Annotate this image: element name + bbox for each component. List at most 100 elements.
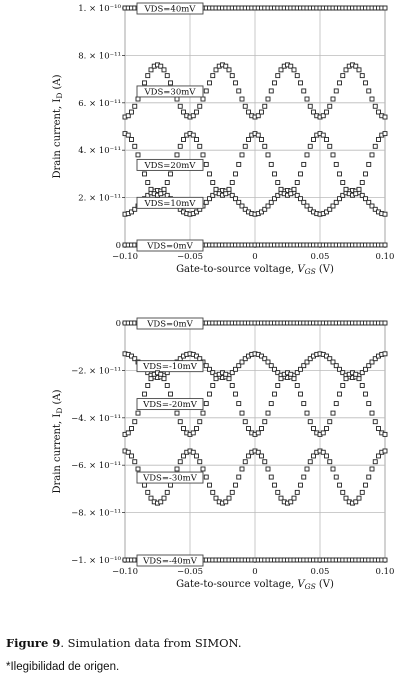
x-tick-label: 0	[252, 567, 257, 577]
data-point	[203, 401, 209, 407]
data-point	[366, 88, 372, 94]
data-point	[369, 359, 375, 365]
data-point	[197, 143, 203, 149]
data-point	[207, 80, 212, 86]
data-point	[337, 171, 342, 177]
data-point	[213, 376, 219, 382]
data-point	[369, 466, 375, 472]
data-point	[255, 132, 261, 138]
data-point	[353, 371, 359, 377]
data-point	[376, 453, 381, 459]
y-tick-label: 0	[116, 319, 121, 329]
data-point	[294, 370, 300, 376]
data-point	[376, 109, 381, 115]
data-point	[340, 73, 346, 79]
data-point	[311, 109, 316, 115]
data-point	[129, 426, 134, 431]
data-point	[200, 410, 206, 416]
data-point	[333, 363, 339, 369]
data-point	[148, 376, 154, 382]
data-point	[369, 96, 375, 102]
data-point	[194, 353, 199, 359]
data-point	[268, 88, 274, 94]
y-tick-label: −2. × 10⁻¹¹	[71, 366, 121, 376]
data-point	[259, 453, 264, 459]
data-point	[181, 137, 186, 142]
data-point	[236, 363, 242, 369]
chart-top: −0.10 −0.05 0 0.05 0.10 0 2. × 10⁻¹¹ 4. × 10⁻¹¹…	[52, 2, 395, 276]
data-point	[320, 430, 326, 436]
data-point	[161, 67, 167, 73]
data-point	[194, 137, 199, 142]
data-point	[301, 474, 307, 480]
data-point	[239, 359, 245, 365]
data-point	[262, 103, 268, 109]
data-point	[327, 459, 333, 465]
data-point	[333, 88, 339, 94]
data-point	[125, 132, 131, 138]
data-point	[268, 161, 274, 167]
data-point	[236, 199, 242, 205]
data-point	[288, 499, 294, 505]
data-point	[327, 419, 333, 425]
data-point	[242, 143, 248, 149]
data-point	[298, 171, 303, 177]
data-point	[343, 376, 349, 382]
data-point	[145, 180, 151, 185]
data-point	[337, 196, 342, 202]
series-label: VDS=10mV	[144, 199, 197, 209]
data-point	[259, 137, 264, 142]
data-point	[233, 366, 238, 372]
data-point	[223, 499, 229, 505]
series-label: VDS=40mV	[144, 5, 197, 15]
data-point	[255, 430, 261, 436]
data-point	[203, 474, 209, 480]
data-point	[203, 88, 209, 94]
data-point	[190, 430, 196, 436]
data-point	[366, 363, 372, 369]
y-axis-label: Drain current, ID (A)	[52, 74, 64, 178]
data-point	[148, 186, 154, 192]
data-point	[356, 495, 362, 501]
data-point	[265, 152, 271, 158]
data-point	[327, 206, 333, 212]
data-point	[330, 410, 336, 416]
data-point	[190, 132, 196, 138]
data-point	[265, 96, 271, 102]
data-point	[135, 152, 141, 158]
data-point	[275, 192, 281, 198]
series-label: VDS=0mV	[146, 242, 193, 252]
data-point	[369, 203, 375, 209]
data-point	[307, 143, 313, 149]
data-point	[304, 359, 310, 365]
x-tick-label: 0.10	[376, 252, 395, 262]
series-label: VDS=-40mV	[142, 557, 198, 567]
data-point	[168, 171, 173, 177]
series-label-box	[136, 196, 204, 209]
data-point	[229, 370, 235, 376]
data-point	[207, 391, 212, 397]
data-point	[288, 191, 294, 197]
data-point	[330, 96, 336, 102]
data-point	[304, 203, 310, 209]
y-tick-label: 2. × 10⁻¹¹	[78, 194, 121, 204]
figure-caption: Figure 9. Simulation data from SIMON.	[6, 636, 242, 650]
data-point	[233, 482, 238, 488]
data-point	[229, 489, 235, 495]
data-point	[307, 206, 313, 212]
data-point	[242, 459, 248, 465]
data-point	[268, 474, 274, 480]
data-point	[213, 495, 219, 501]
data-point	[366, 474, 372, 480]
data-point	[239, 466, 245, 472]
x-tick-label: 0.05	[311, 567, 330, 577]
data-point	[207, 171, 212, 177]
data-point	[320, 113, 326, 119]
data-point	[197, 103, 203, 109]
y-tick-label: 6. × 10⁻¹¹	[78, 99, 121, 109]
data-point	[382, 5, 388, 11]
data-point	[148, 495, 154, 501]
data-point	[145, 489, 151, 495]
data-point	[125, 113, 131, 119]
data-point	[259, 209, 264, 215]
